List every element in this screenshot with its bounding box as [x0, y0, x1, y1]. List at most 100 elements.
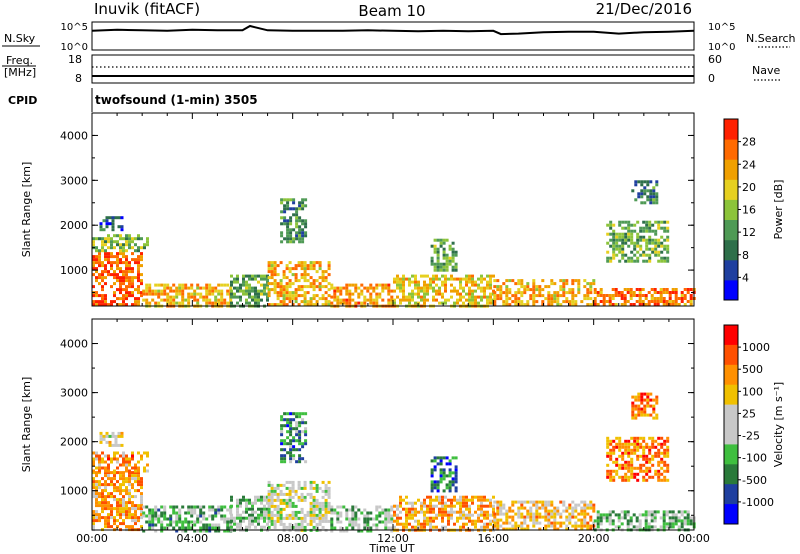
data-cell	[257, 289, 260, 293]
data-cell	[668, 303, 672, 306]
colorbar-tick-label: 8	[742, 249, 749, 262]
data-cell	[205, 526, 209, 530]
data-cell	[226, 526, 230, 530]
data-cell	[451, 483, 455, 487]
data-cell	[286, 201, 290, 205]
data-cell	[280, 457, 284, 461]
data-cell	[157, 289, 161, 293]
data-cell	[609, 238, 613, 242]
data-cell	[638, 525, 642, 529]
data-cell	[330, 517, 334, 521]
data-cell	[624, 472, 628, 476]
data-cell	[632, 303, 636, 306]
data-cell	[480, 525, 483, 529]
data-cell	[315, 279, 319, 283]
data-cell	[436, 483, 440, 487]
data-cell	[336, 301, 340, 305]
data-cell	[666, 463, 670, 467]
data-cell	[638, 303, 642, 306]
data-cell	[276, 297, 280, 301]
data-cell	[606, 250, 610, 254]
data-cell	[562, 285, 566, 289]
data-cell	[125, 457, 128, 461]
data-cell	[430, 486, 434, 490]
data-cell	[499, 509, 503, 513]
data-cell	[187, 526, 191, 530]
data-cell	[627, 235, 631, 239]
data-cell	[236, 507, 239, 511]
data-cell	[489, 301, 492, 305]
data-cell	[671, 288, 675, 291]
data-cell	[450, 498, 453, 502]
data-cell	[245, 507, 248, 511]
data-cell	[300, 300, 304, 304]
data-cell	[454, 268, 458, 272]
data-cell	[436, 256, 440, 260]
data-cell	[116, 513, 119, 517]
data-cell	[453, 510, 456, 514]
data-cell	[589, 506, 593, 510]
data-cell	[327, 261, 331, 265]
data-cell	[624, 478, 628, 482]
data-cell	[423, 283, 426, 287]
colorbar-label: Power [dB]	[772, 180, 785, 240]
y-tick-label: 2000	[60, 436, 88, 449]
data-cell	[131, 285, 134, 289]
data-cell	[98, 282, 101, 286]
data-cell	[300, 525, 304, 529]
data-cell	[426, 522, 429, 526]
data-cell	[267, 513, 271, 517]
data-cell	[627, 226, 631, 230]
data-cell	[282, 288, 286, 292]
x-tick-label: 00:00	[678, 532, 710, 545]
data-cell	[547, 285, 551, 289]
data-cell	[633, 229, 637, 233]
data-cell	[143, 469, 146, 473]
data-cell	[111, 216, 115, 220]
data-cell	[128, 285, 131, 289]
data-cell	[653, 519, 657, 523]
data-cell	[612, 460, 616, 464]
data-cell	[655, 192, 659, 196]
data-cell	[184, 298, 188, 302]
data-cell	[556, 297, 560, 301]
data-cell	[297, 285, 301, 289]
data-cell	[295, 219, 299, 223]
data-cell	[648, 220, 652, 224]
data-cell	[417, 522, 420, 526]
data-cell	[137, 466, 140, 470]
colorbar-segment	[724, 139, 738, 160]
data-cell	[324, 279, 328, 283]
data-cell	[257, 292, 260, 296]
data-cell	[448, 459, 452, 463]
data-cell	[596, 513, 600, 517]
data-cell	[354, 517, 358, 521]
data-cell	[405, 298, 408, 302]
data-cell	[295, 213, 299, 217]
data-cell	[113, 276, 116, 280]
data-cell	[137, 246, 140, 250]
data-cell	[230, 283, 233, 287]
data-cell	[267, 483, 271, 487]
data-cell	[266, 280, 269, 284]
data-cell	[295, 427, 299, 431]
data-cell	[125, 243, 128, 247]
data-cell	[450, 501, 453, 505]
data-cell	[649, 189, 653, 193]
data-cell	[92, 294, 95, 298]
scatter-region	[142, 283, 233, 308]
data-cell	[321, 525, 325, 529]
data-cell	[580, 506, 584, 510]
data-cell	[486, 504, 489, 508]
data-cell	[657, 448, 661, 452]
data-cell	[426, 516, 429, 520]
data-cell	[193, 508, 197, 512]
data-cell	[303, 486, 307, 490]
data-cell	[405, 513, 408, 517]
data-cell	[104, 474, 107, 478]
data-cell	[289, 448, 293, 452]
data-cell	[402, 507, 405, 511]
data-cell	[454, 468, 458, 472]
data-cell	[273, 267, 277, 271]
data-cell	[668, 519, 672, 523]
